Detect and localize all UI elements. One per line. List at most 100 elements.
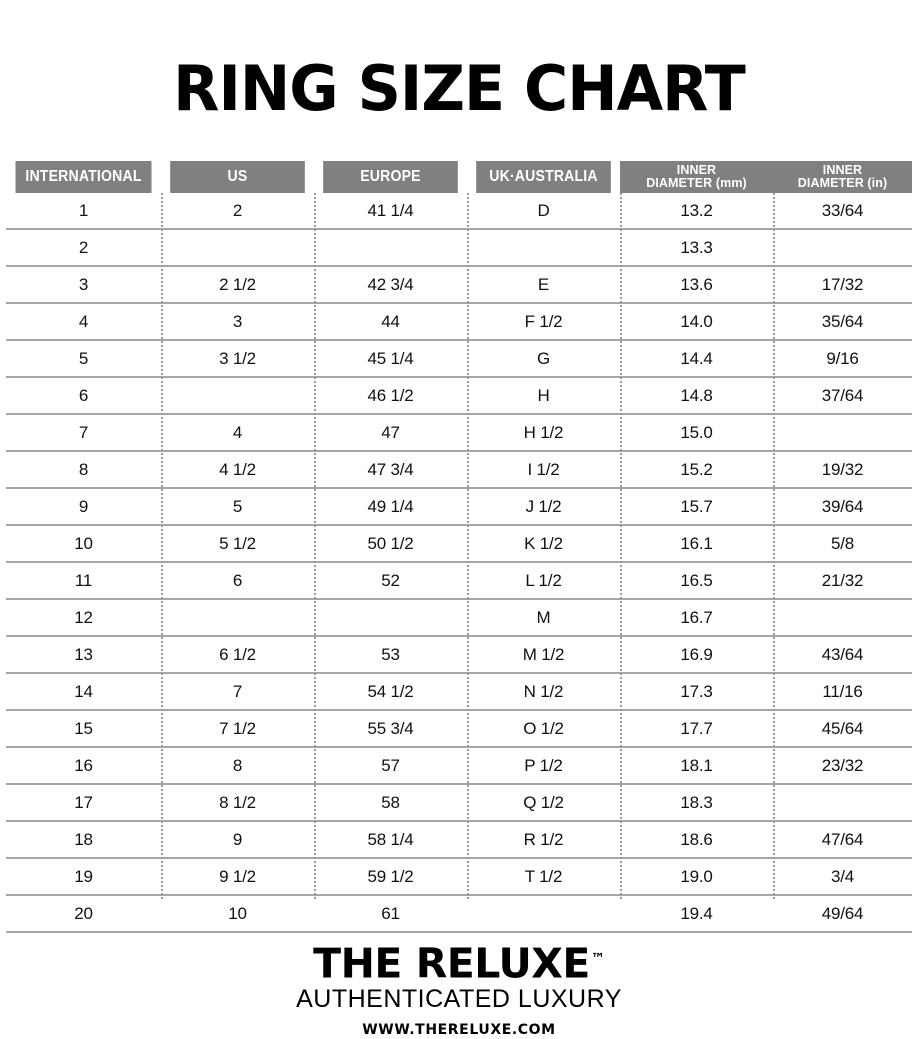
cell-inner-diameter-mm: 16.5 xyxy=(620,562,773,601)
brand-name: THE RELUXE™ xyxy=(313,937,605,986)
cell-international: 18 xyxy=(6,821,161,860)
cell-international: 10 xyxy=(6,525,161,564)
ring-size-chart-page: RING SIZE CHART INTERNATIONAL US EUROPE … xyxy=(0,42,918,1038)
column-header-inner-diameter-mm: INNER DIAMETER (mm) xyxy=(620,161,773,194)
cell-inner-diameter-in: 45/64 xyxy=(773,710,912,749)
column-header-us: US xyxy=(170,161,305,194)
cell-us: 7 xyxy=(161,673,314,712)
cell-us: 8 xyxy=(161,747,314,786)
cell-international: 20 xyxy=(6,895,161,934)
cell-uk-australia: M xyxy=(467,599,620,638)
cell-inner-diameter-in: 11/16 xyxy=(773,673,912,712)
cell-international: 9 xyxy=(6,488,161,527)
cell-europe: 49 1/4 xyxy=(314,488,467,527)
cell-international: 4 xyxy=(6,303,161,342)
cell-international: 15 xyxy=(6,710,161,749)
cell-us xyxy=(161,599,314,638)
table-row: 9 5 49 1/4 J 1/2 15.7 39/64 xyxy=(6,488,912,527)
cell-us: 4 xyxy=(161,414,314,453)
cell-inner-diameter-in: 5/8 xyxy=(773,525,912,564)
cell-europe xyxy=(314,599,467,638)
cell-inner-diameter-mm: 14.4 xyxy=(620,340,773,379)
cell-inner-diameter-mm: 16.1 xyxy=(620,525,773,564)
table-header-row: INTERNATIONAL US EUROPE UK·AUSTRALIA INN… xyxy=(6,161,912,194)
cell-europe: 46 1/2 xyxy=(314,377,467,416)
column-header-uk-australia: UK·AUSTRALIA xyxy=(476,161,611,194)
cell-us: 3 xyxy=(161,303,314,342)
table-row: 15 7 1/2 55 3/4 O 1/2 17.7 45/64 xyxy=(6,710,912,749)
table-row: 17 8 1/2 58 Q 1/2 18.3 xyxy=(6,784,912,823)
cell-inner-diameter-mm: 17.3 xyxy=(620,673,773,712)
table-row: 1 2 41 1/4 D 13.2 33/64 xyxy=(6,193,912,231)
cell-us: 5 xyxy=(161,488,314,527)
cell-inner-diameter-mm: 19.4 xyxy=(620,895,773,934)
cell-us: 2 xyxy=(161,193,314,231)
ring-size-table: INTERNATIONAL US EUROPE UK·AUSTRALIA INN… xyxy=(6,161,912,934)
page-title: RING SIZE CHART xyxy=(173,51,746,125)
cell-europe: 42 3/4 xyxy=(314,266,467,305)
cell-uk-australia xyxy=(467,229,620,268)
brand-tagline: AUTHENTICATED LUXURY xyxy=(296,984,622,1013)
cell-inner-diameter-in: 47/64 xyxy=(773,821,912,860)
cell-europe: 50 1/2 xyxy=(314,525,467,564)
column-header-international: INTERNATIONAL xyxy=(15,161,152,194)
cell-inner-diameter-in xyxy=(773,414,912,453)
cell-uk-australia: H xyxy=(467,377,620,416)
cell-international: 6 xyxy=(6,377,161,416)
column-header-inner-diameter-in-line2: DIAMETER (in) xyxy=(797,176,888,191)
table-row: 16 8 57 P 1/2 18.1 23/32 xyxy=(6,747,912,786)
cell-inner-diameter-in: 17/32 xyxy=(773,266,912,305)
table-row: 2 13.3 xyxy=(6,229,912,268)
table-header: INTERNATIONAL US EUROPE UK·AUSTRALIA INN… xyxy=(6,161,912,194)
cell-europe: 53 xyxy=(314,636,467,675)
cell-international: 17 xyxy=(6,784,161,823)
cell-international: 12 xyxy=(6,599,161,638)
cell-inner-diameter-mm: 13.6 xyxy=(620,266,773,305)
cell-us: 7 1/2 xyxy=(161,710,314,749)
cell-uk-australia: P 1/2 xyxy=(467,747,620,786)
cell-uk-australia: F 1/2 xyxy=(467,303,620,342)
cell-uk-australia: K 1/2 xyxy=(467,525,620,564)
cell-inner-diameter-in: 35/64 xyxy=(773,303,912,342)
cell-international: 13 xyxy=(6,636,161,675)
cell-europe xyxy=(314,229,467,268)
cell-us xyxy=(161,229,314,268)
cell-inner-diameter-mm: 18.3 xyxy=(620,784,773,823)
cell-us: 6 xyxy=(161,562,314,601)
cell-international: 8 xyxy=(6,451,161,490)
cell-europe: 57 xyxy=(314,747,467,786)
cell-inner-diameter-in: 43/64 xyxy=(773,636,912,675)
table-row: 7 4 47 H 1/2 15.0 xyxy=(6,414,912,453)
cell-inner-diameter-mm: 17.7 xyxy=(620,710,773,749)
cell-europe: 54 1/2 xyxy=(314,673,467,712)
column-header-inner-diameter-mm-line2: DIAMETER (mm) xyxy=(646,176,747,191)
cell-inner-diameter-mm: 14.0 xyxy=(620,303,773,342)
cell-uk-australia: H 1/2 xyxy=(467,414,620,453)
cell-international: 7 xyxy=(6,414,161,453)
cell-europe: 47 xyxy=(314,414,467,453)
table-row: 18 9 58 1/4 R 1/2 18.6 47/64 xyxy=(6,821,912,860)
cell-inner-diameter-in: 9/16 xyxy=(773,340,912,379)
cell-inner-diameter-mm: 14.8 xyxy=(620,377,773,416)
cell-inner-diameter-mm: 13.3 xyxy=(620,229,773,268)
table-row: 13 6 1/2 53 M 1/2 16.9 43/64 xyxy=(6,636,912,675)
cell-uk-australia: Q 1/2 xyxy=(467,784,620,823)
cell-uk-australia: J 1/2 xyxy=(467,488,620,527)
cell-us: 9 1/2 xyxy=(161,858,314,897)
table-body: 1 2 41 1/4 D 13.2 33/64 2 13.3 3 2 1/2 42 3/4 E 13.6… xyxy=(6,193,912,934)
table-row: 11 6 52 L 1/2 16.5 21/32 xyxy=(6,562,912,601)
cell-us: 8 1/2 xyxy=(161,784,314,823)
cell-uk-australia: I 1/2 xyxy=(467,451,620,490)
column-header-inner-diameter-in-line1: INNER xyxy=(822,163,863,178)
cell-us: 3 1/2 xyxy=(161,340,314,379)
cell-inner-diameter-in: 23/32 xyxy=(773,747,912,786)
cell-uk-australia: D xyxy=(467,193,620,231)
cell-international: 14 xyxy=(6,673,161,712)
table-row: 6 46 1/2 H 14.8 37/64 xyxy=(6,377,912,416)
cell-inner-diameter-mm: 19.0 xyxy=(620,858,773,897)
brand-website: WWW.THERELUXE.COM xyxy=(362,1021,556,1038)
cell-inner-diameter-in: 21/32 xyxy=(773,562,912,601)
cell-international: 16 xyxy=(6,747,161,786)
